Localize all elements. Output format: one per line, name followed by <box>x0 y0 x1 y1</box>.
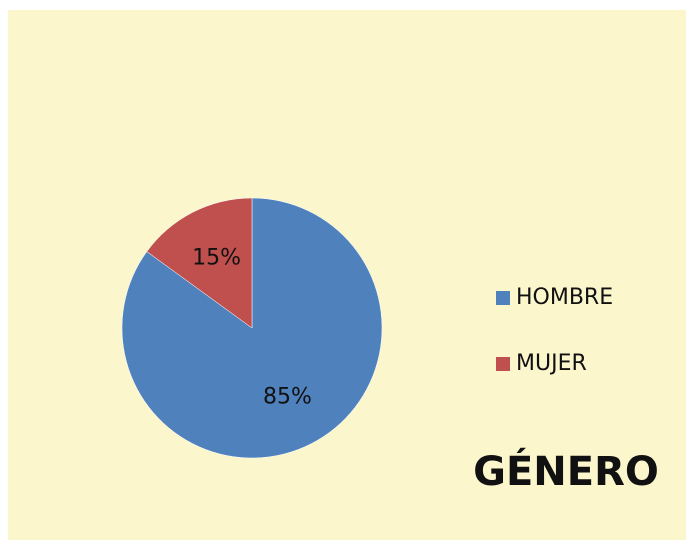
chart-title: GÉNERO <box>473 447 659 495</box>
legend-label: HOMBRE <box>516 285 613 310</box>
legend-label: MUJER <box>516 351 587 376</box>
data-label: 85% <box>263 384 312 409</box>
data-label: 15% <box>192 246 241 271</box>
legend-swatch <box>496 291 510 305</box>
pie-slice <box>146 197 253 329</box>
legend-swatch <box>496 357 510 371</box>
